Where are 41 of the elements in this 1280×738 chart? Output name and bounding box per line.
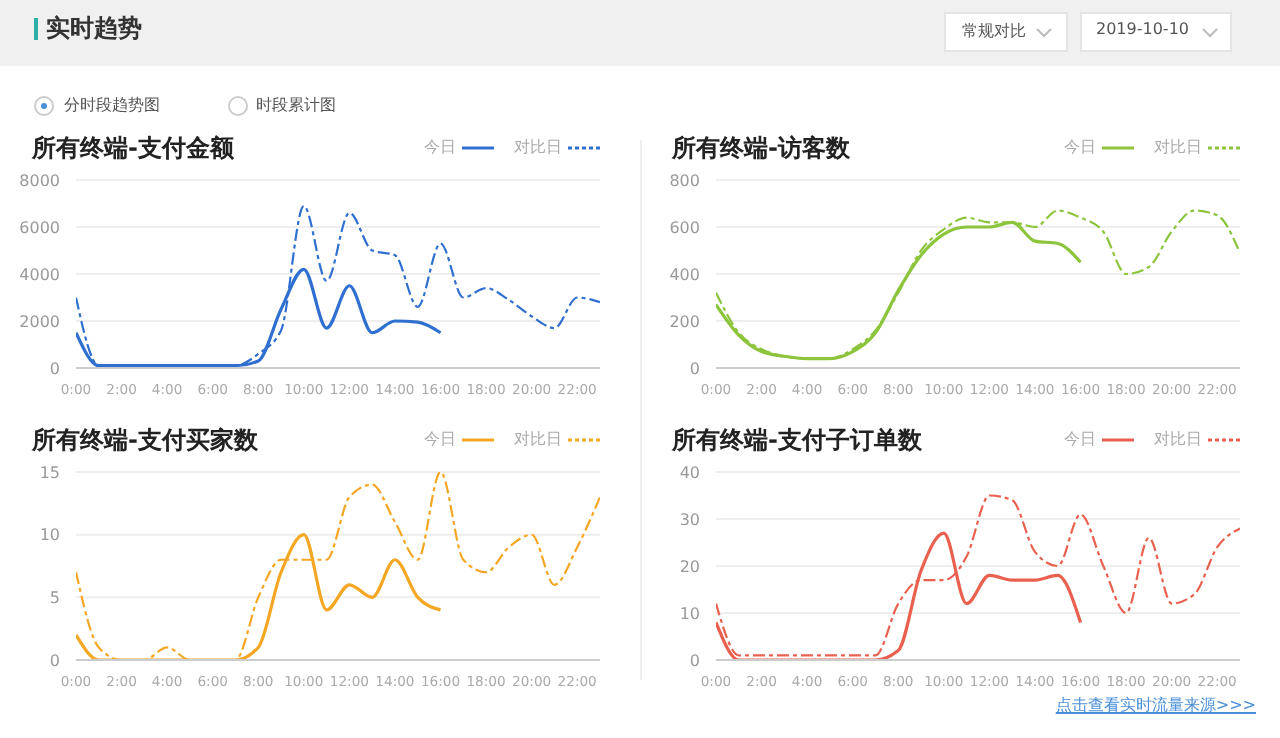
y-tick-label: 40 [679, 463, 700, 482]
text: 2019-10-10 [1096, 20, 1189, 38]
y-tick-label: 0 [689, 359, 700, 378]
legend-label: 今日 [424, 428, 456, 450]
chart-title: 所有终端-访客数 [672, 132, 850, 166]
y-tick-label: 15 [39, 463, 60, 482]
y-tick-label: 20 [679, 557, 700, 576]
line-series [76, 204, 600, 367]
legend-label: 对比日 [514, 428, 562, 450]
y-tick-label: 200 [669, 312, 700, 331]
legend-label: 对比日 [514, 136, 562, 158]
legend-label: 对比日 [1154, 136, 1202, 158]
y-tick-label: 0 [49, 359, 60, 378]
chart-title: 所有终端-支付买家数 [32, 424, 258, 458]
y-tick-label: 800 [669, 171, 700, 190]
line-series [716, 209, 1240, 360]
y-tick-label: 4000 [19, 265, 60, 284]
line-series [716, 494, 1240, 657]
y-tick-label: 6000 [19, 218, 60, 237]
chart-title: 所有终端-支付子订单数 [672, 424, 922, 458]
legend-label: 今日 [1064, 428, 1096, 450]
legend-label: 对比日 [1154, 428, 1202, 450]
y-tick-label: 8000 [19, 171, 60, 190]
text: 常规对比 [962, 20, 1026, 42]
chart-title: 所有终端-支付金额 [32, 132, 234, 166]
y-tick-label: 0 [49, 651, 60, 670]
text: 点击查看实时流量来源>>> [1055, 694, 1256, 716]
legend-label: 今日 [424, 136, 456, 158]
y-tick-label: 0 [689, 651, 700, 670]
y-tick-label: 2000 [19, 312, 60, 331]
text: 实时趋势 [46, 12, 142, 46]
y-tick-label: 10 [679, 604, 700, 623]
text: 分时段趋势图 [64, 94, 160, 116]
text: 时段累计图 [256, 94, 336, 116]
legend-label: 今日 [1064, 136, 1096, 158]
y-tick-label: 10 [39, 526, 60, 545]
y-tick-label: 400 [669, 265, 700, 284]
y-tick-label: 5 [49, 589, 60, 608]
y-tick-label: 600 [669, 218, 700, 237]
line-series [76, 472, 600, 660]
y-tick-label: 30 [679, 510, 700, 529]
